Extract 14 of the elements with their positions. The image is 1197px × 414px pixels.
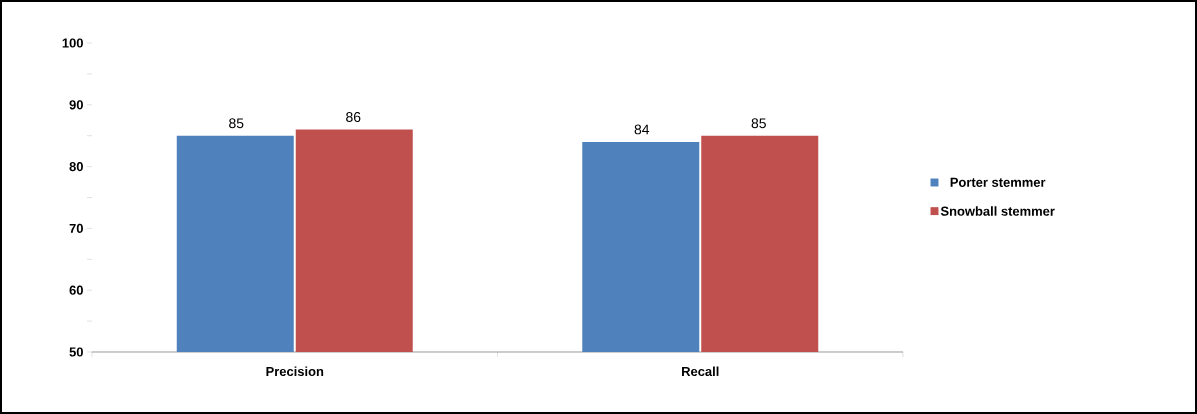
data-label: 84 [634,124,650,135]
data-label: 85 [751,118,766,129]
legend-label: Snowball stemmer [940,206,1055,216]
y-tick-label: 50 [69,347,83,357]
y-tick-label: 100 [62,38,83,48]
x-tick-label: Precision [266,366,324,377]
y-tick-label: 90 [69,100,83,110]
y-tick-label: 60 [69,285,83,295]
y-tick-label: 80 [69,162,83,172]
data-label: 86 [346,112,361,122]
legend-label: Porter stemmer [950,177,1046,187]
y-tick-label: 70 [69,223,83,233]
data-label: 85 [229,118,244,129]
x-tick-label: Recall [682,366,719,377]
